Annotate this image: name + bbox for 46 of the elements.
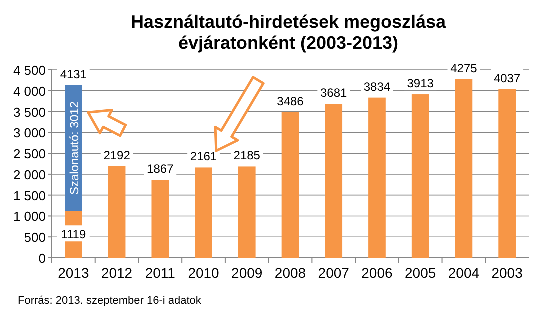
y-tick-label: 3 500 bbox=[13, 104, 46, 120]
x-tick-label: 2004 bbox=[448, 265, 480, 281]
bar bbox=[455, 79, 473, 258]
bar bbox=[152, 180, 170, 258]
data-label: 3486 bbox=[277, 94, 304, 108]
data-label: Szalonautó: 3012 bbox=[68, 101, 82, 196]
bar bbox=[498, 89, 516, 258]
data-label: 2161 bbox=[190, 150, 218, 164]
y-tick-label: 1 000 bbox=[13, 209, 46, 224]
bar bbox=[368, 98, 386, 258]
data-label: 1119 bbox=[61, 228, 86, 242]
data-label: 1867 bbox=[147, 162, 174, 176]
bar bbox=[325, 104, 343, 258]
bar bbox=[108, 166, 126, 258]
data-label: 3834 bbox=[364, 80, 391, 94]
x-tick-label: 2007 bbox=[318, 265, 350, 281]
x-tick-label: 2011 bbox=[145, 265, 176, 281]
bar bbox=[282, 112, 300, 258]
bar bbox=[238, 166, 256, 258]
data-label: 4037 bbox=[494, 71, 521, 86]
data-label: 3681 bbox=[320, 86, 348, 100]
y-tick-label: 500 bbox=[24, 230, 46, 246]
x-tick-label: 2013 bbox=[58, 265, 90, 281]
x-tick-label: 2008 bbox=[274, 265, 306, 281]
bar bbox=[412, 94, 430, 258]
chart-title: Használtautó-hirdetések megoszlása évjáratonként (2003-2013) bbox=[130, 12, 448, 53]
x-tick-label: 2006 bbox=[362, 265, 394, 281]
data-label: 3913 bbox=[407, 76, 434, 91]
x-tick-label: 2010 bbox=[188, 265, 220, 281]
data-label: 2185 bbox=[234, 148, 261, 163]
y-tick-label: 0 bbox=[38, 251, 46, 266]
x-tick-label: 2009 bbox=[232, 265, 263, 281]
x-tick-label: 2005 bbox=[405, 265, 436, 281]
text: Forrás: 2013. szeptember 16-i adatok bbox=[18, 295, 202, 307]
x-tick-label: 2012 bbox=[101, 265, 133, 281]
y-tick-label: 3 000 bbox=[13, 126, 46, 141]
y-tick-label: 4 500 bbox=[13, 63, 46, 78]
y-tick-label: 2 000 bbox=[13, 167, 46, 182]
total-label: 4131 bbox=[60, 67, 88, 82]
y-tick-label: 1 500 bbox=[13, 188, 46, 204]
y-tick-label: 2 500 bbox=[13, 146, 46, 162]
x-tick-label: 2003 bbox=[492, 265, 524, 281]
data-label: 2192 bbox=[104, 148, 131, 162]
bar bbox=[195, 168, 212, 258]
data-label: 4275 bbox=[450, 61, 478, 76]
y-tick-label: 4 000 bbox=[13, 84, 46, 99]
